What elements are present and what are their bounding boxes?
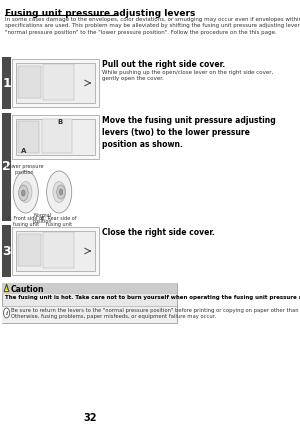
Circle shape [59,189,63,195]
Circle shape [57,185,65,199]
Text: The fusing unit is hot. Take care not to burn yourself when operating the fusing: The fusing unit is hot. Take care not to… [5,295,300,300]
Text: Close the right side cover.: Close the right side cover. [102,228,214,237]
Bar [12,227,99,275]
Bar [18,234,41,266]
Bar [18,66,41,98]
Bar [16,119,95,155]
Bar [2,283,177,294]
Text: While pushing up the open/close lever on the right side cover,
gently open the c: While pushing up the open/close lever on… [102,70,273,81]
Bar [43,232,74,268]
Bar [42,119,72,153]
Text: !: ! [5,286,8,292]
Text: 2: 2 [2,161,11,173]
Bar [12,59,99,107]
Circle shape [20,181,32,202]
Text: B: Rear side of
fusing unit: B: Rear side of fusing unit [41,216,77,227]
Bar [2,113,11,221]
Text: 32: 32 [83,413,96,423]
Bar [16,63,95,103]
Bar [16,231,95,271]
Text: 1: 1 [2,76,11,90]
Bar [12,115,99,159]
Text: Caution: Caution [11,284,44,294]
Text: Be sure to return the levers to the "normal pressure position" before printing o: Be sure to return the levers to the "nor… [11,308,300,319]
Circle shape [13,171,38,213]
Text: Pull out the right side cover.: Pull out the right side cover. [102,60,225,69]
Circle shape [46,171,72,213]
Circle shape [19,185,28,201]
Text: In some cases damage to the envelopes, color deviations, or smudging may occur e: In some cases damage to the envelopes, c… [5,17,300,35]
Polygon shape [4,284,9,292]
Text: i: i [5,311,8,316]
Bar [18,121,40,153]
Circle shape [4,308,10,318]
Text: A: A [21,148,27,154]
Text: A: Front side of
fusing unit: A: Front side of fusing unit [8,216,44,227]
Circle shape [22,190,25,196]
Bar [2,306,177,323]
Bar [43,64,74,100]
Text: Lower pressure
position: Lower pressure position [6,164,43,175]
Bar [2,283,177,323]
Text: 3: 3 [2,244,11,258]
Text: Normal
position: Normal position [33,213,52,224]
Bar [2,225,11,277]
Circle shape [53,181,65,202]
Text: Fusing unit pressure adjusting levers: Fusing unit pressure adjusting levers [5,9,195,18]
Text: Move the fusing unit pressure adjusting
levers (two) to the lower pressure
posit: Move the fusing unit pressure adjusting … [102,116,275,149]
Bar [2,57,11,109]
Text: B: B [57,119,62,125]
